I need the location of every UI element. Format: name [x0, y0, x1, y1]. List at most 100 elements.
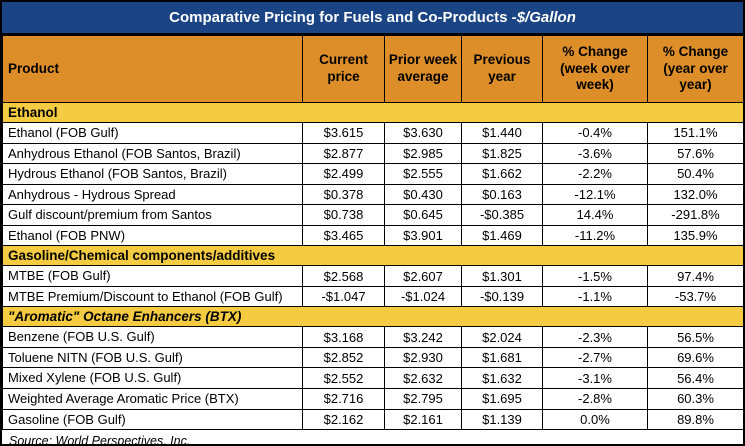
- table-header-row: Product Current price Prior week average…: [2, 35, 743, 103]
- value-cell: $2.499: [302, 163, 385, 185]
- value-cell: -0.4%: [542, 122, 648, 144]
- product-cell: Benzene (FOB U.S. Gulf): [2, 326, 303, 348]
- value-cell: -2.8%: [542, 388, 648, 410]
- product-cell: MTBE Premium/Discount to Ethanol (FOB Gu…: [2, 285, 303, 308]
- value-cell: $2.632: [384, 367, 462, 390]
- product-cell: Gulf discount/premium from Santos: [2, 204, 303, 226]
- value-cell: -$1.047: [302, 285, 385, 308]
- product-cell: Toluene NITN (FOB U.S. Gulf): [2, 346, 303, 369]
- table-title: Comparative Pricing for Fuels and Co-Pro…: [2, 2, 743, 35]
- product-cell: Ethanol (FOB Gulf): [2, 122, 303, 144]
- value-cell: $0.430: [384, 183, 462, 206]
- value-cell: 14.4%: [542, 204, 648, 226]
- table-row: Gulf discount/premium from Santos $0.738 $…: [2, 204, 743, 226]
- section-label: "Aromatic" Octane Enhancers (BTX): [2, 306, 743, 328]
- value-cell: -$0.139: [461, 285, 543, 308]
- value-cell: $1.632: [461, 367, 543, 390]
- value-cell: $0.645: [384, 204, 462, 226]
- product-cell: Weighted Average Aromatic Price (BTX): [2, 388, 303, 410]
- value-cell: 56.5%: [647, 326, 743, 348]
- value-cell: -3.1%: [542, 367, 648, 390]
- value-cell: $2.877: [302, 142, 385, 165]
- product-cell: Ethanol (FOB PNW): [2, 224, 303, 247]
- value-cell: 135.9%: [647, 224, 743, 247]
- source-attribution: Source: World Perspectives, Inc.: [9, 434, 191, 446]
- value-cell: $2.568: [302, 265, 385, 287]
- table-title-text: Comparative Pricing for Fuels and Co-Pro…: [169, 9, 517, 26]
- product-cell: MTBE (FOB Gulf): [2, 265, 303, 287]
- column-header-prior-week-average: Prior week average: [384, 35, 462, 103]
- column-header-pct-change-wow: % Change (week over week): [542, 35, 648, 103]
- value-cell: 69.6%: [647, 346, 743, 369]
- value-cell: $3.242: [384, 326, 462, 348]
- table-row: Benzene (FOB U.S. Gulf) $3.168 $3.242 $2.02…: [2, 326, 743, 348]
- value-cell: $1.681: [461, 346, 543, 369]
- value-cell: $2.552: [302, 367, 385, 390]
- value-cell: 50.4%: [647, 163, 743, 185]
- column-header-previous-year: Previous year: [461, 35, 543, 103]
- section-label: Ethanol: [2, 102, 743, 123]
- value-cell: -2.3%: [542, 326, 648, 348]
- table-row: Mixed Xylene (FOB U.S. Gulf) $2.552 $2.632…: [2, 367, 743, 390]
- column-header-pct-change-yoy: % Change (year over year): [647, 35, 743, 103]
- value-cell: 151.1%: [647, 122, 743, 144]
- value-cell: $0.378: [302, 183, 385, 206]
- product-cell: Gasoline (FOB Gulf): [2, 408, 303, 431]
- value-cell: $0.738: [302, 204, 385, 226]
- table-body: Ethanol Ethanol (FOB Gulf) $3.615 $3.630 $1.…: [2, 102, 743, 431]
- value-cell: 0.0%: [542, 408, 648, 431]
- value-cell: $3.168: [302, 326, 385, 348]
- value-cell: 60.3%: [647, 388, 743, 410]
- value-cell: $3.901: [384, 224, 462, 247]
- value-cell: $2.930: [384, 346, 462, 369]
- value-cell: -$0.385: [461, 204, 543, 226]
- value-cell: -1.1%: [542, 285, 648, 308]
- value-cell: $1.139: [461, 408, 543, 431]
- table-row: Gasoline (FOB Gulf) $2.162 $2.161 $1.139 0.0…: [2, 408, 743, 431]
- value-cell: $2.607: [384, 265, 462, 287]
- value-cell: $3.465: [302, 224, 385, 247]
- value-cell: $2.852: [302, 346, 385, 369]
- value-cell: -12.1%: [542, 183, 648, 206]
- value-cell: $2.555: [384, 163, 462, 185]
- value-cell: 97.4%: [647, 265, 743, 287]
- table-row: Weighted Average Aromatic Price (BTX) $2.…: [2, 388, 743, 410]
- value-cell: $2.716: [302, 388, 385, 410]
- value-cell: $0.163: [461, 183, 543, 206]
- value-cell: 57.6%: [647, 142, 743, 165]
- product-cell: Anhydrous - Hydrous Spread: [2, 183, 303, 206]
- value-cell: -11.2%: [542, 224, 648, 247]
- value-cell: -291.8%: [647, 204, 743, 226]
- table-row: Anhydrous Ethanol (FOB Santos, Brazil) $2…: [2, 142, 743, 165]
- table-row: Ethanol (FOB Gulf) $3.615 $3.630 $1.440 -0.4…: [2, 122, 743, 144]
- value-cell: $1.469: [461, 224, 543, 247]
- pricing-table: Product Current price Prior week average…: [2, 35, 743, 431]
- value-cell: 132.0%: [647, 183, 743, 206]
- section-header-row: "Aromatic" Octane Enhancers (BTX): [2, 306, 743, 328]
- table-row: Toluene NITN (FOB U.S. Gulf) $2.852 $2.930…: [2, 346, 743, 369]
- value-cell: -53.7%: [647, 285, 743, 308]
- value-cell: -1.5%: [542, 265, 648, 287]
- value-cell: -2.7%: [542, 346, 648, 369]
- table-row: Hydrous Ethanol (FOB Santos, Brazil) $2.4…: [2, 163, 743, 185]
- value-cell: $1.695: [461, 388, 543, 410]
- value-cell: -2.2%: [542, 163, 648, 185]
- value-cell: -$1.024: [384, 285, 462, 308]
- value-cell: $2.985: [384, 142, 462, 165]
- value-cell: $1.440: [461, 122, 543, 144]
- value-cell: $1.662: [461, 163, 543, 185]
- section-header-row: Gasoline/Chemical components/additives: [2, 245, 743, 267]
- product-cell: Hydrous Ethanol (FOB Santos, Brazil): [2, 163, 303, 185]
- table-row: MTBE Premium/Discount to Ethanol (FOB Gu…: [2, 285, 743, 308]
- section-label: Gasoline/Chemical components/additives: [2, 245, 743, 267]
- value-cell: $2.162: [302, 408, 385, 431]
- table-row: Anhydrous - Hydrous Spread $0.378 $0.430 $0…: [2, 183, 743, 206]
- value-cell: $1.825: [461, 142, 543, 165]
- product-cell: Mixed Xylene (FOB U.S. Gulf): [2, 367, 303, 390]
- value-cell: -3.6%: [542, 142, 648, 165]
- table-row: Ethanol (FOB PNW) $3.465 $3.901 $1.469 -11.2…: [2, 224, 743, 247]
- value-cell: $1.301: [461, 265, 543, 287]
- section-header-row: Ethanol: [2, 102, 743, 123]
- value-cell: $2.795: [384, 388, 462, 410]
